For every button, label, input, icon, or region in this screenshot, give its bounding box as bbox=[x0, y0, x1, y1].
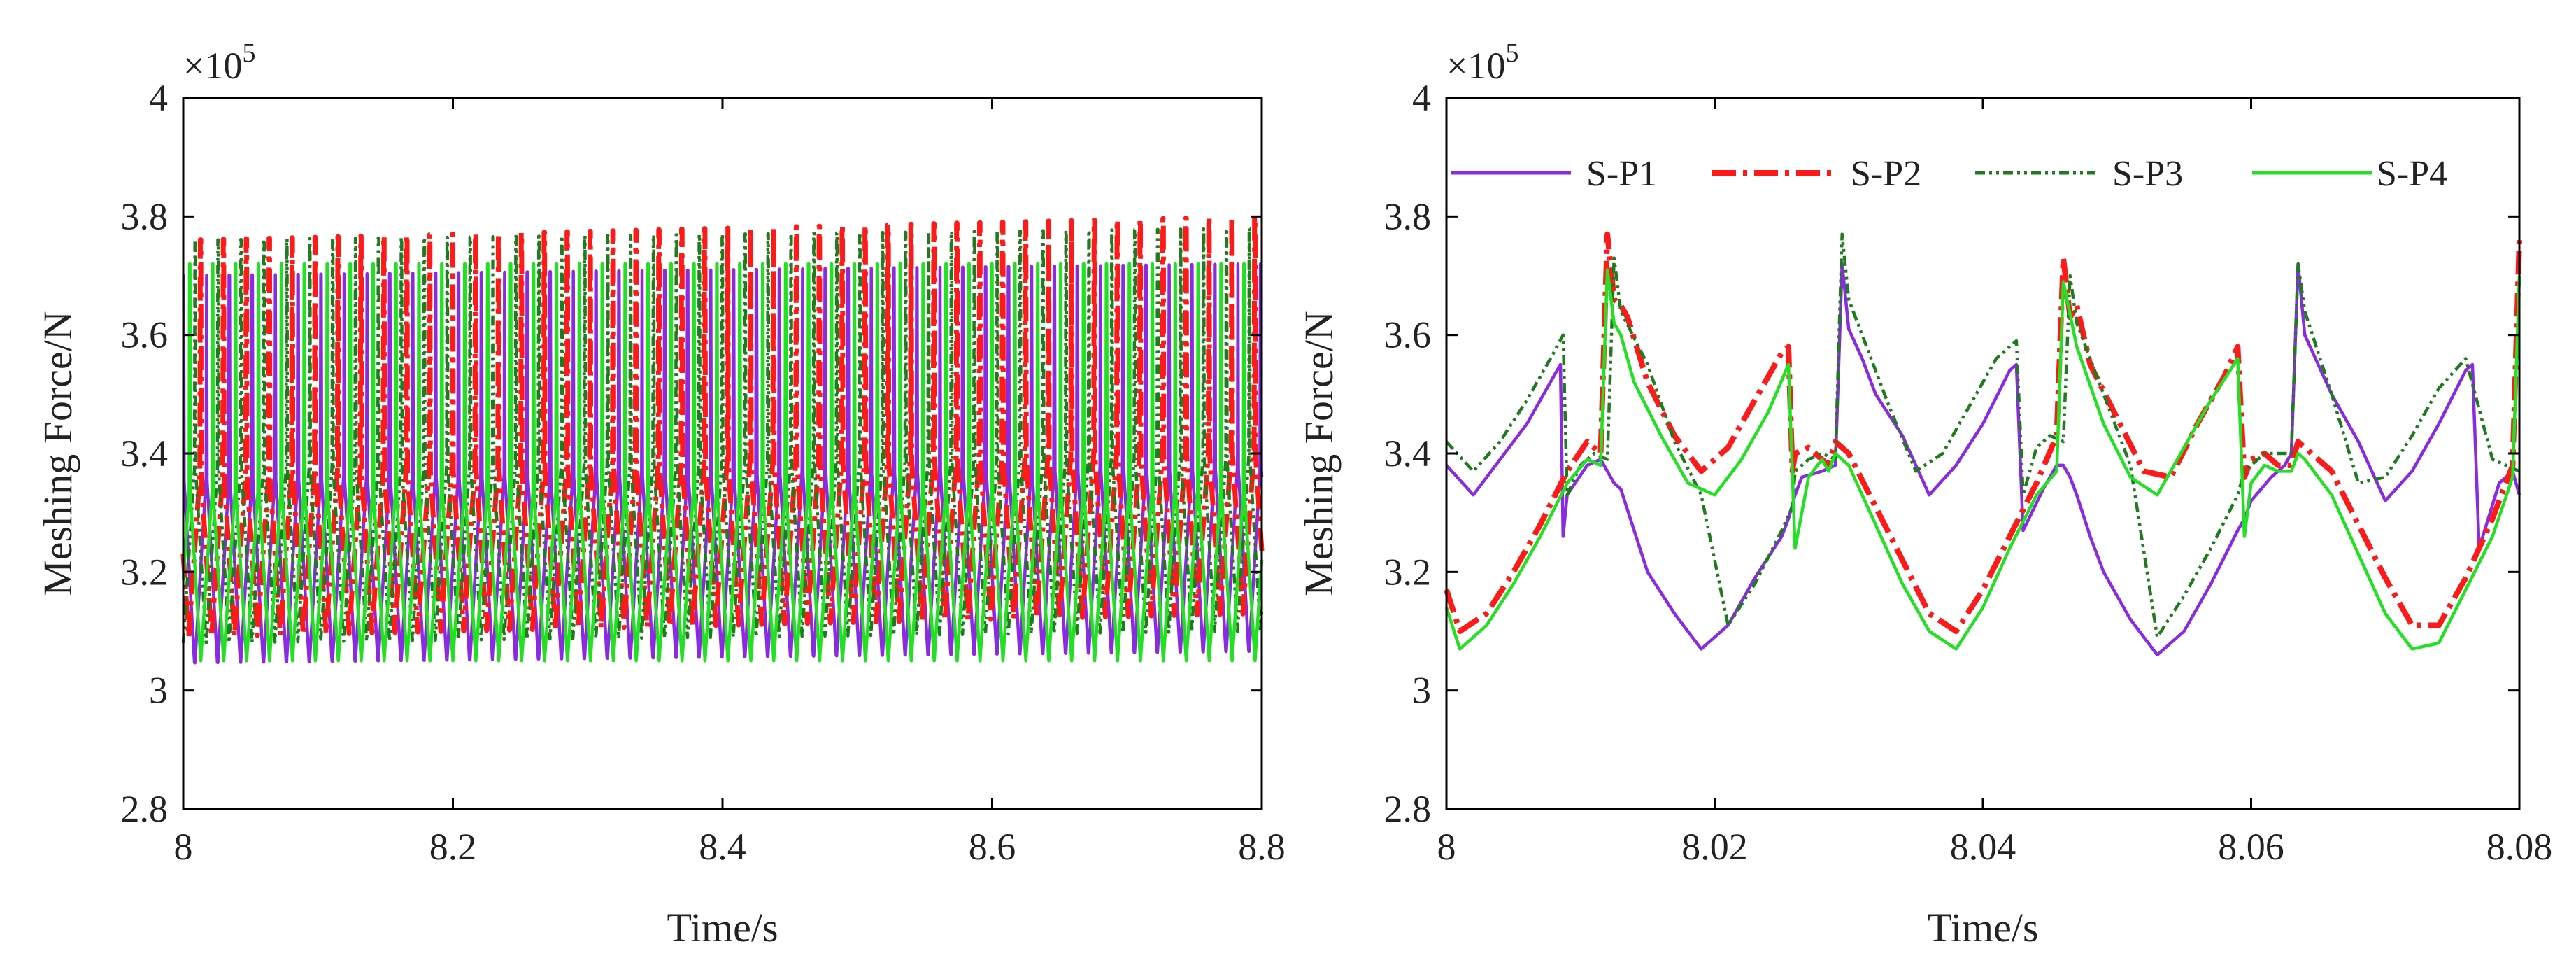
x-tick-label: 8 bbox=[1437, 826, 1456, 868]
legend-item-s-p2: S-P2 bbox=[1712, 154, 1921, 194]
plot-area-left bbox=[180, 97, 1265, 810]
y-tick-label: 3 bbox=[149, 670, 168, 712]
y-tick-label: 3.6 bbox=[1384, 314, 1432, 356]
y-tick-label: 4 bbox=[1412, 77, 1431, 119]
y-tick-label: 3.2 bbox=[1384, 551, 1432, 593]
y-tick-label: 3.2 bbox=[121, 551, 169, 593]
y-tick-label: 2.8 bbox=[1384, 788, 1432, 830]
line-s-p4 bbox=[1444, 268, 2521, 651]
y-tick-label: 3.8 bbox=[1384, 195, 1432, 237]
legend-item-s-p4: S-P4 bbox=[2252, 154, 2447, 194]
x-tick-label: 8.2 bbox=[429, 826, 477, 868]
y-tick-label: 4 bbox=[149, 77, 168, 119]
line-s-p2 bbox=[180, 214, 1265, 640]
x-tick-label: 8.4 bbox=[699, 826, 746, 868]
plot-area-right bbox=[1444, 97, 2522, 810]
y-axis-label-right: Meshing Force/N bbox=[1296, 311, 1342, 596]
y-ticks-left: 2.8 3 3.2 3.4 3.6 3.8 4 bbox=[121, 77, 1262, 830]
x-axis-label-left: Time/s bbox=[667, 905, 778, 950]
x-tick-label: 8 bbox=[174, 826, 193, 868]
left-series-lines bbox=[180, 214, 1265, 665]
line-s-p3 bbox=[181, 227, 1264, 644]
legend-label-s-p4: S-P4 bbox=[2377, 154, 2447, 194]
x-tick-label: 8.6 bbox=[969, 826, 1016, 868]
y-tick-label: 3.8 bbox=[121, 195, 169, 237]
y-tick-label: 3.6 bbox=[121, 314, 169, 356]
line-s-p2 bbox=[1444, 231, 2522, 634]
right-series-lines bbox=[1444, 231, 2522, 657]
x-axis-label-right: Time/s bbox=[1927, 905, 2038, 950]
y-multiplier-right: ×105 bbox=[1446, 38, 1518, 87]
line-s-p4 bbox=[181, 262, 1264, 663]
line-s-p3 bbox=[1445, 232, 2520, 639]
y-multiplier-left: ×105 bbox=[183, 38, 255, 87]
x-tick-label: 8.02 bbox=[1681, 826, 1748, 868]
x-ticks-right: 8 8.02 8.04 8.06 8.08 bbox=[1437, 98, 2553, 868]
legend-item-s-p1: S-P1 bbox=[1451, 154, 1657, 194]
x-ticks-left: 8 8.2 8.4 8.6 8.8 bbox=[174, 98, 1286, 868]
x-tick-label: 8.08 bbox=[2486, 826, 2553, 868]
legend: S-P1 S-P2 S-P3 S-P4 bbox=[1451, 154, 2447, 194]
legend-label-s-p2: S-P2 bbox=[1851, 154, 1921, 194]
y-tick-label: 3.4 bbox=[121, 432, 169, 474]
y-ticks-right: 2.8 3 3.2 3.4 3.6 3.8 4 bbox=[1384, 77, 2519, 830]
chart-right-zoomed: 2.8 3 3.2 3.4 3.6 3.8 4 8 8.02 8.04 8.06 8.08 ×105… bbox=[1296, 38, 2552, 950]
line-s-p1 bbox=[1445, 262, 2521, 657]
y-axis-label-left: Meshing Force/N bbox=[35, 311, 80, 596]
x-tick-label: 8.8 bbox=[1238, 826, 1286, 868]
x-tick-label: 8.06 bbox=[2218, 826, 2284, 868]
y-tick-label: 2.8 bbox=[121, 788, 169, 830]
legend-item-s-p3: S-P3 bbox=[1975, 154, 2183, 194]
y-tick-label: 3 bbox=[1412, 670, 1431, 712]
y-tick-label: 3.4 bbox=[1384, 432, 1432, 474]
legend-label-s-p3: S-P3 bbox=[2112, 154, 2183, 194]
x-tick-label: 8.04 bbox=[1950, 826, 2016, 868]
chart-left-overview: 2.8 3 3.2 3.4 3.6 3.8 4 8 8.2 8.4 8.6 8.8 ×105 Mes… bbox=[35, 38, 1286, 950]
legend-label-s-p1: S-P1 bbox=[1586, 154, 1657, 194]
